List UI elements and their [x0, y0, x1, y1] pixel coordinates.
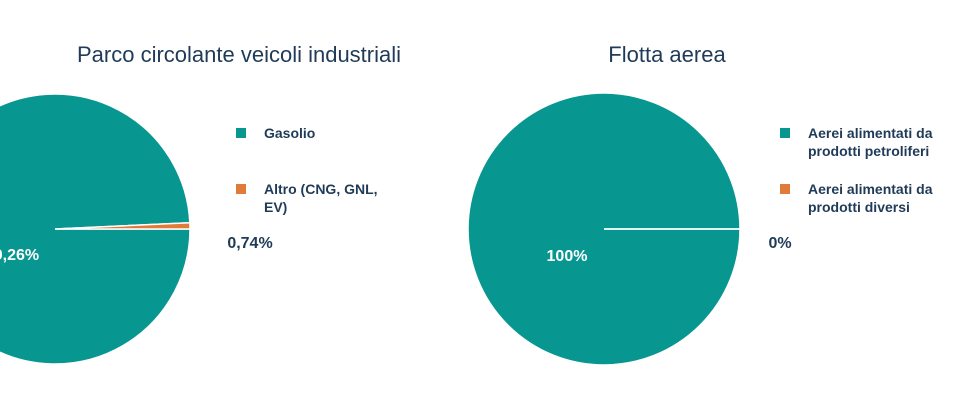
legend-label: Gasolio: [264, 125, 316, 141]
legend-label: Aerei alimentati da prodotti petroliferi: [808, 125, 933, 159]
legend-swatch: [780, 128, 790, 138]
legend-label: Aerei alimentati da prodotti diversi: [808, 181, 933, 215]
legend-entry: Aerei alimentati da prodotti petroliferi: [780, 124, 955, 160]
data-label: 100%: [547, 248, 588, 265]
chart-title: Flotta aerea: [608, 42, 726, 67]
legend-entry: Aerei alimentati da prodotti diversi: [780, 180, 955, 216]
chart-title: Parco circolante veicoli industriali: [76, 42, 402, 67]
legend-swatch: [780, 184, 790, 194]
legend-swatch: [236, 128, 246, 138]
data-label: 99,26%: [0, 247, 39, 264]
legend-swatch: [236, 184, 246, 194]
data-label: 0,74%: [227, 235, 272, 252]
legend-entry: Altro (CNG, GNL, EV): [236, 180, 386, 216]
pie-slice: [54, 221, 191, 230]
legend-label: Altro (CNG, GNL, EV): [264, 181, 378, 215]
data-label: 0%: [768, 235, 791, 252]
legend-entry: Gasolio: [236, 124, 386, 142]
